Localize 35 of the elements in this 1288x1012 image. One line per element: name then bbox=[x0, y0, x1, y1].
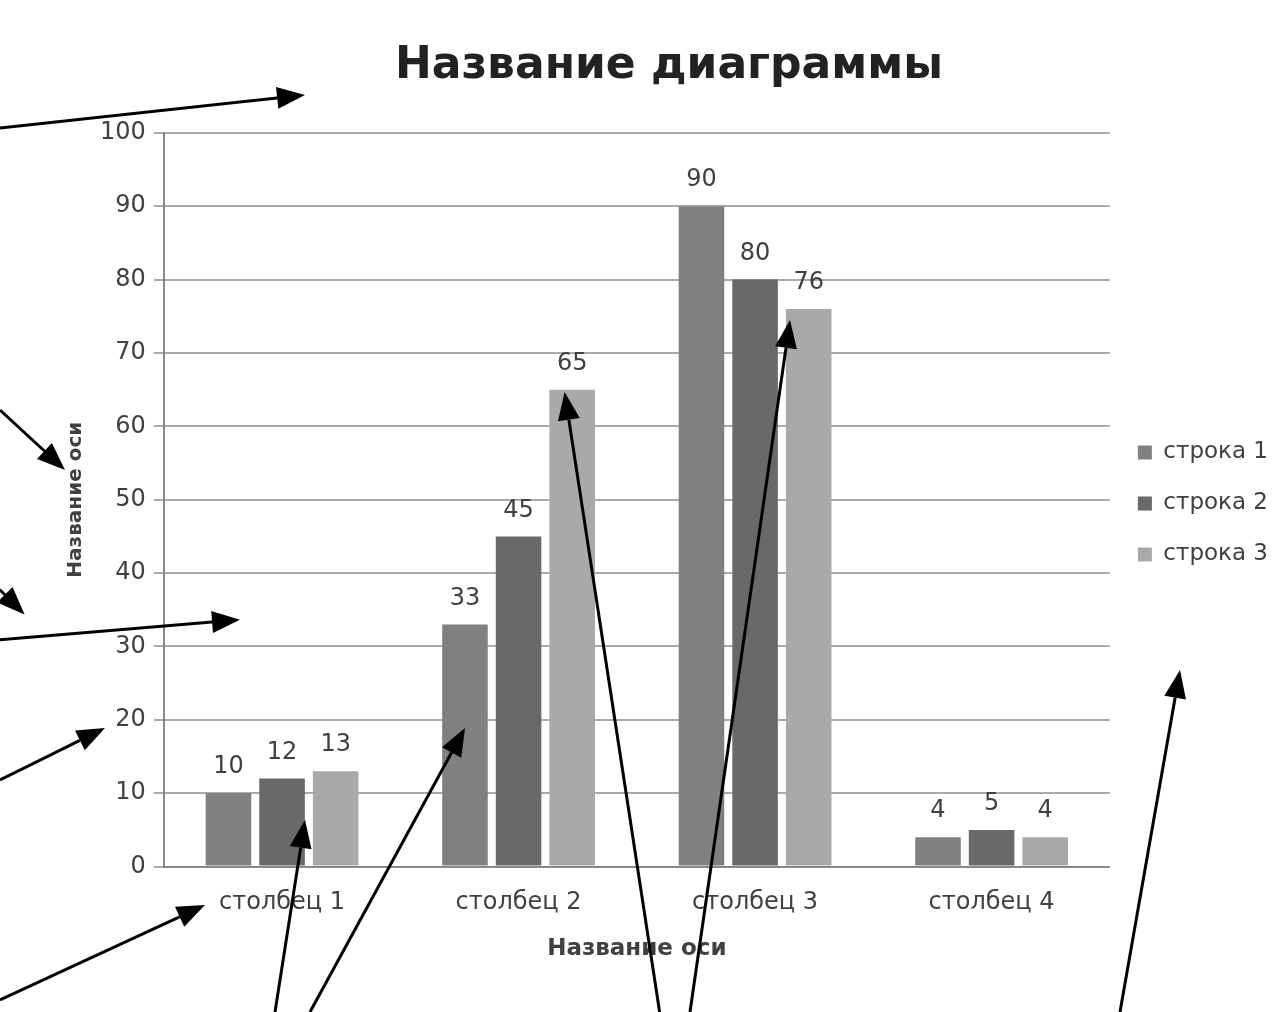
bar bbox=[1022, 837, 1068, 866]
data-label: 13 bbox=[320, 729, 351, 758]
data-label: 12 bbox=[266, 736, 298, 765]
y-tick-label: 40 bbox=[115, 557, 146, 586]
y-tick-label: 90 bbox=[115, 190, 146, 219]
data-label: 5 bbox=[983, 788, 1000, 817]
y-axis-title: Название оси bbox=[62, 421, 87, 578]
y-tick-label: 60 bbox=[115, 410, 146, 439]
data-label: 4 bbox=[930, 795, 946, 824]
y-tick-label: 50 bbox=[115, 483, 146, 512]
y-tick-label: 80 bbox=[115, 263, 146, 292]
legend-label: строка 3 bbox=[1163, 539, 1269, 566]
data-label: 4 bbox=[1037, 795, 1053, 824]
data-label: 65 bbox=[556, 347, 588, 376]
data-label: 90 bbox=[686, 164, 717, 193]
chart-title: Название диаграммы bbox=[395, 36, 943, 88]
y-tick-label: 10 bbox=[115, 777, 146, 806]
x-tick-label: столбец 4 bbox=[928, 887, 1055, 916]
data-label: 80 bbox=[739, 237, 771, 266]
bar bbox=[732, 279, 778, 866]
data-label: 45 bbox=[503, 494, 534, 523]
y-tick-label: 30 bbox=[115, 630, 146, 659]
data-label: 33 bbox=[449, 582, 481, 611]
y-tick-label: 0 bbox=[130, 850, 146, 879]
y-tick-label: 100 bbox=[100, 117, 146, 146]
y-tick-label: 70 bbox=[115, 337, 146, 366]
bar bbox=[495, 536, 542, 866]
x-tick-label: столбец 2 bbox=[455, 887, 582, 916]
data-label: 76 bbox=[793, 267, 824, 296]
y-tick-label: 20 bbox=[115, 704, 146, 733]
legend-label: строка 1 bbox=[1163, 437, 1269, 464]
legend-label: строка 2 bbox=[1163, 488, 1269, 515]
bar bbox=[968, 829, 1015, 866]
bar bbox=[259, 778, 305, 866]
data-label: 10 bbox=[213, 751, 244, 780]
